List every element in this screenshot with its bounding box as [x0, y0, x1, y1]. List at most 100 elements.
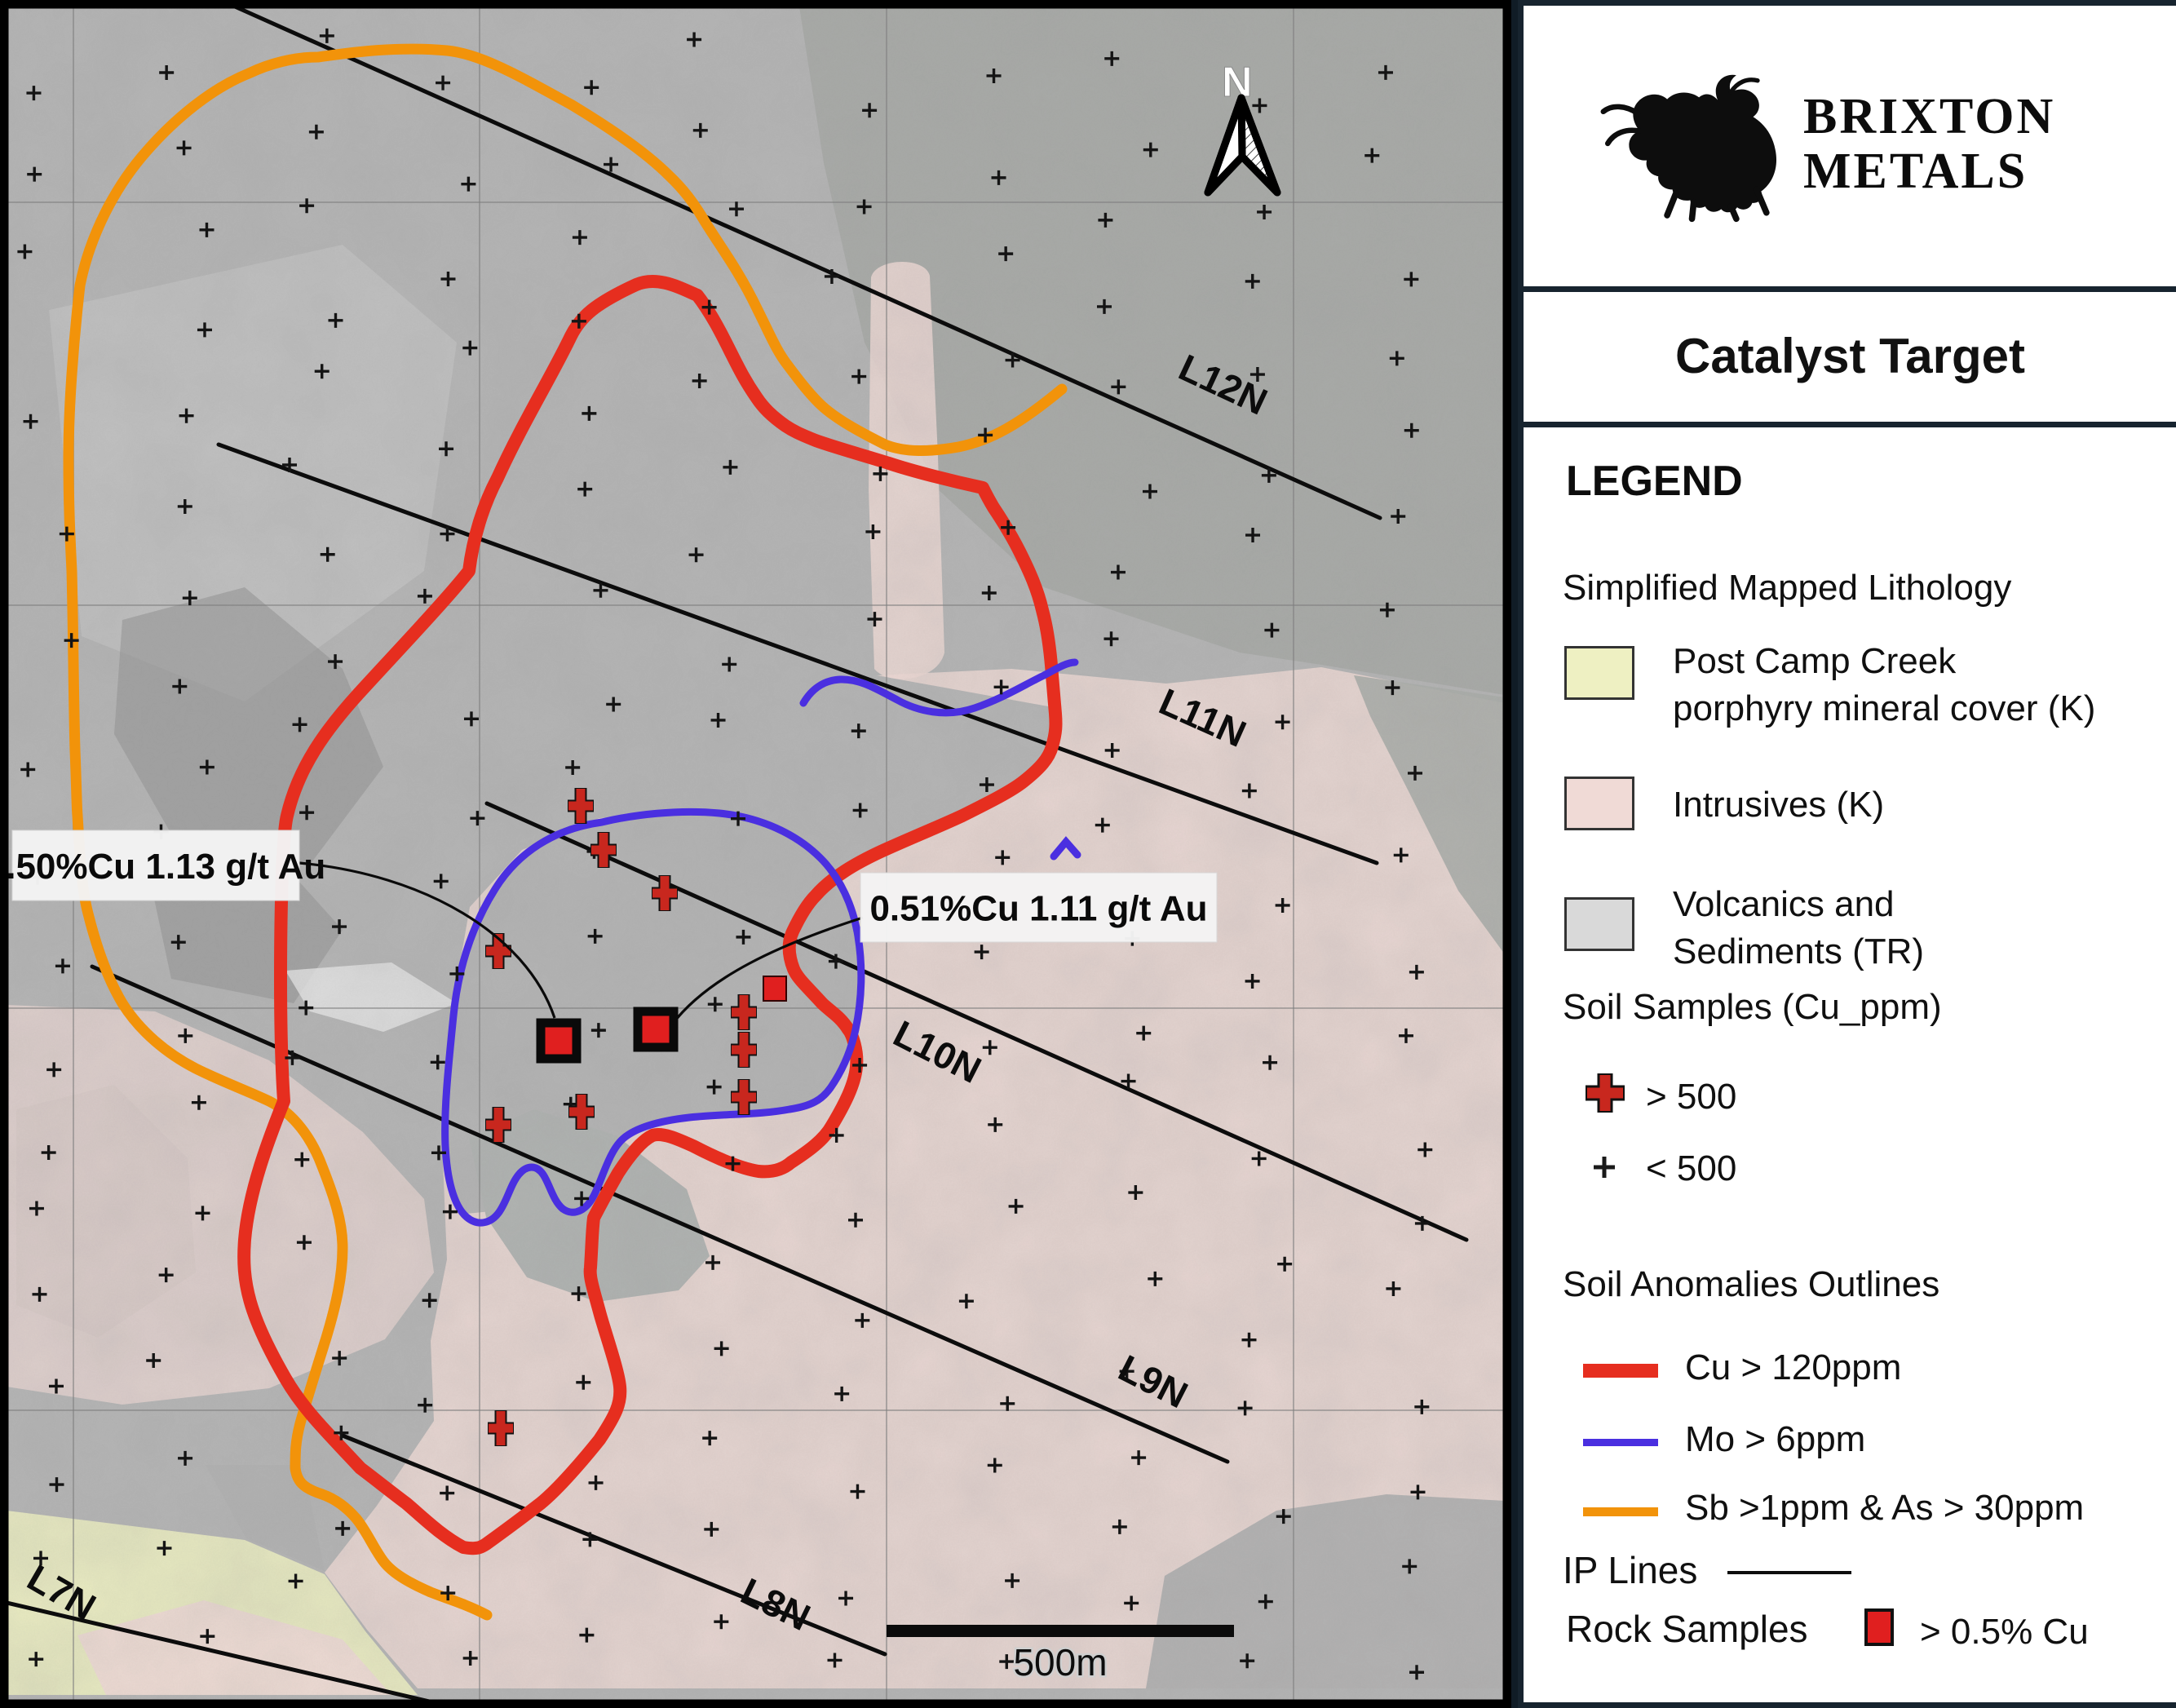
soil-sample-low	[27, 166, 42, 182]
soil-sample-low	[1095, 817, 1110, 833]
soil-sample-low	[705, 1254, 721, 1270]
soil-sample-low	[1121, 1073, 1136, 1089]
soil-sample-low	[723, 459, 738, 475]
soil-sample-low	[827, 1653, 843, 1668]
soil-sample-low	[688, 547, 704, 563]
north-arrow-icon: N	[1204, 59, 1281, 197]
legend: LEGEND Simplified Mapped Lithology Post …	[1518, 427, 2176, 1708]
ip-line-l7n	[0, 1599, 453, 1708]
litho-swatch-gray	[1564, 897, 1634, 951]
rock-samples-label: Rock Samples	[1566, 1608, 1808, 1650]
mo-anomaly-label: Mo > 6ppm	[1685, 1419, 1866, 1459]
soil-sample-low	[1414, 1215, 1430, 1231]
scale-bar: 500m	[887, 1625, 1234, 1686]
soil-sample-low	[430, 1055, 445, 1070]
litho-label: porphyry mineral cover (K)	[1673, 688, 2096, 728]
soil-sample-low	[470, 811, 485, 826]
soil-sample-low	[170, 935, 186, 950]
soil-sample-low	[604, 157, 619, 172]
soil-sample-low	[873, 466, 888, 481]
soil-sample-low	[1240, 1653, 1255, 1669]
soil-sample-low	[725, 1156, 741, 1171]
soil-sample-low	[29, 1652, 44, 1667]
soil-sample-low	[433, 874, 449, 889]
mo-line-icon	[1583, 1439, 1658, 1446]
soil-sample-low	[1098, 212, 1113, 228]
soil-sample-low	[431, 1145, 446, 1161]
soil-sample-low	[1142, 484, 1157, 499]
soil-sample-low	[1103, 631, 1119, 647]
soil-sample-low	[979, 777, 994, 793]
soil-sample-low	[292, 717, 307, 732]
soil-sample-low	[704, 1521, 719, 1537]
soil-sample-high	[732, 1033, 756, 1067]
soil-sample-low	[1402, 1559, 1417, 1574]
soil-sample-low	[172, 679, 188, 694]
soil-sample-low	[29, 1201, 44, 1216]
soil-sample-low	[334, 1425, 349, 1440]
soil-sample-low	[1258, 1594, 1273, 1609]
soil-sample-low	[587, 928, 603, 944]
north-label: N	[1222, 59, 1253, 106]
logo-line2: METALS	[1803, 144, 2028, 199]
soil-sample-low	[850, 1484, 865, 1499]
litho-label: Sediments (TR)	[1673, 931, 1925, 971]
rock-samples-layer	[536, 976, 787, 1064]
annotation-leader	[670, 916, 864, 1025]
soil-sample-low	[178, 1028, 193, 1043]
litho-label: Intrusives (K)	[1673, 785, 1885, 825]
soil-sample-low	[179, 408, 194, 423]
soil-sample-low	[32, 1286, 47, 1302]
soil-sample-low	[440, 526, 455, 542]
soil-sample-low	[867, 612, 882, 627]
annotation-label: 0.51%Cu 1.11 g/t Au	[869, 889, 1207, 929]
annotation-box	[11, 830, 300, 901]
soil-sample-low	[824, 268, 839, 284]
soil-sample-low	[332, 919, 347, 935]
soil-sample-low	[987, 1458, 1002, 1473]
soil-sample-low	[852, 803, 868, 818]
soil-sample-low	[319, 28, 334, 43]
soil-sample-low	[707, 997, 723, 1012]
soil-sample-low	[299, 1000, 314, 1016]
soil-sample-low	[571, 1286, 586, 1302]
soil-sample-high	[652, 876, 677, 910]
soil-sample-low	[308, 124, 324, 139]
soil-sample-low	[692, 122, 708, 138]
soil-sample-low	[565, 759, 581, 775]
soil-sample-low	[981, 586, 997, 601]
soil-sample-low	[299, 805, 315, 821]
soil-sample-low	[834, 1386, 850, 1401]
soil-sample-low	[829, 1127, 844, 1143]
soil-sample-low	[988, 1117, 1003, 1132]
soil-sample-low	[282, 457, 298, 472]
soil-sample-low	[182, 591, 197, 606]
soil-sample-high	[486, 1108, 511, 1142]
soil-sample-low	[41, 1145, 56, 1161]
soil-sample-low	[335, 1520, 351, 1536]
map-border	[0, 0, 1511, 1708]
soil-sample-low	[714, 1341, 729, 1356]
annotation-leader	[299, 861, 556, 1019]
soil-sample-low	[692, 373, 707, 388]
soil-sample-high	[569, 1095, 594, 1129]
soil-sample-low	[296, 1235, 312, 1250]
soil-sample-low	[1275, 715, 1290, 730]
soil-sample-low	[440, 1485, 455, 1501]
soil-sample-low	[706, 1079, 722, 1095]
soil-sample-low	[1385, 680, 1400, 696]
soil-sample-low	[687, 32, 702, 47]
soil-sample-low	[828, 954, 843, 969]
soil-sample-low	[417, 588, 432, 604]
soil-sample-low	[199, 759, 215, 775]
soil-sample-low	[285, 1050, 300, 1065]
soil-sample-low	[26, 86, 42, 101]
soil-sample-low	[1104, 51, 1120, 66]
soil-sample-low	[606, 697, 621, 712]
soil-sample-low	[574, 1191, 590, 1206]
logo-line1: BRIXTON	[1803, 89, 2056, 145]
soil-sample-low	[191, 1095, 206, 1110]
rock-sample-highgrade	[536, 1018, 582, 1064]
ip-line-l8n	[340, 1433, 887, 1657]
soil-sample-low	[1404, 272, 1419, 287]
